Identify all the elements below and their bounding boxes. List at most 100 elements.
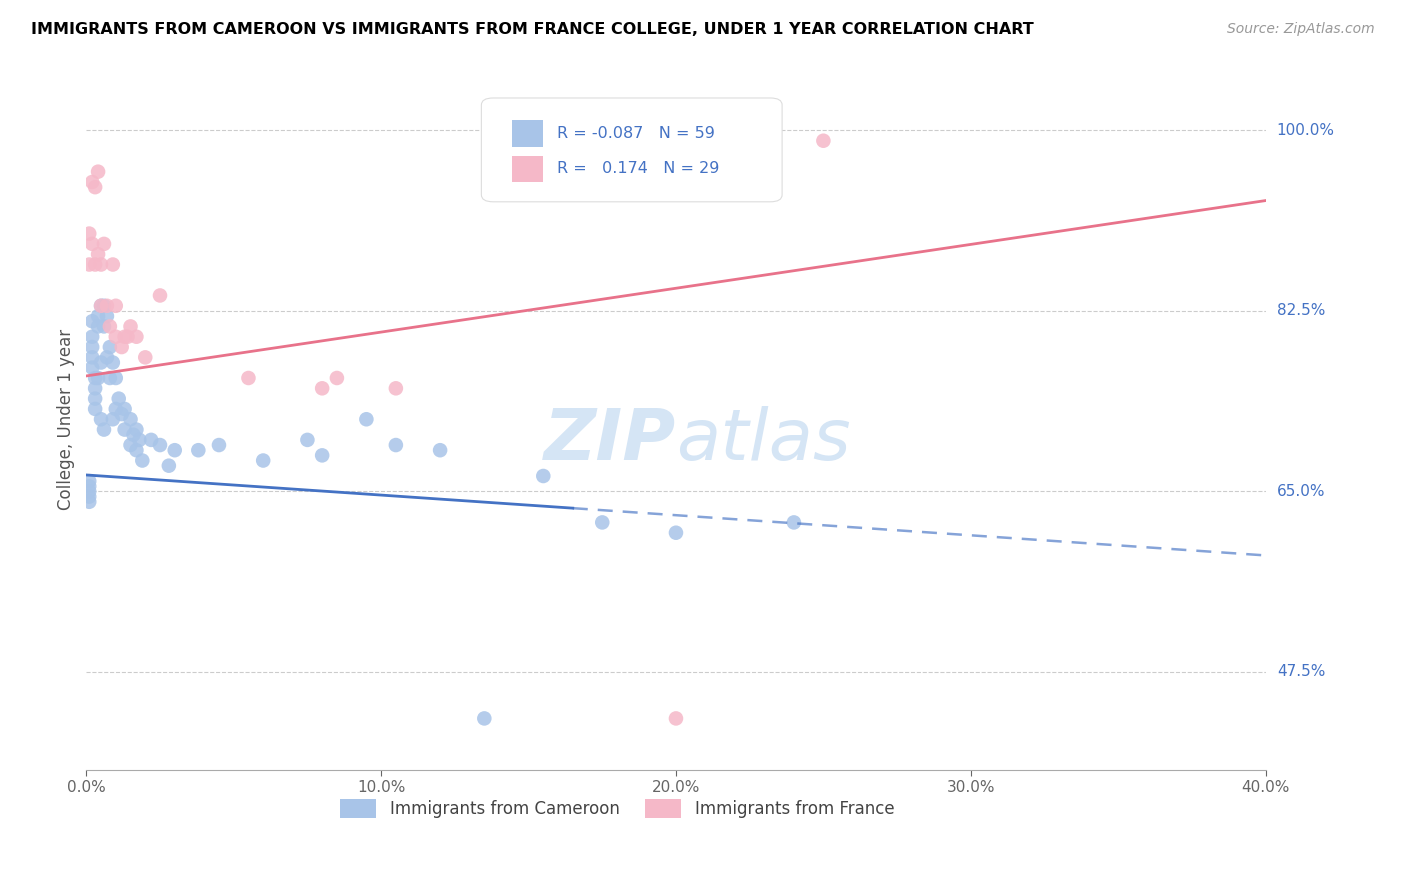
Text: atlas: atlas [676, 406, 851, 475]
Bar [512, 120, 543, 147]
Point [101, 412, 124, 426]
Point [90, 299, 112, 313]
Point [125, 423, 148, 437]
Point [96, 351, 118, 365]
Point [77, 258, 100, 272]
Point [114, 330, 136, 344]
Point [114, 401, 136, 416]
Point [120, 319, 142, 334]
Point [96, 299, 118, 313]
Point [104, 371, 127, 385]
Point [120, 438, 142, 452]
Point [311, 381, 333, 395]
FancyBboxPatch shape [481, 98, 782, 202]
Point [87, 319, 110, 334]
Point [98, 340, 121, 354]
Point [114, 423, 136, 437]
Point [90, 412, 112, 426]
Point [125, 443, 148, 458]
Bar [512, 155, 543, 182]
Point [385, 381, 408, 395]
Point [297, 433, 319, 447]
Point [96, 309, 118, 323]
Point [84, 371, 107, 385]
Point [120, 412, 142, 426]
Text: R = -0.087   N = 59: R = -0.087 N = 59 [557, 127, 714, 141]
Point [665, 525, 688, 540]
Text: ZIP: ZIP [544, 406, 676, 475]
Point [665, 711, 688, 725]
Point [783, 516, 806, 530]
Point [134, 351, 156, 365]
Point [93, 319, 115, 334]
Point [77, 474, 100, 488]
Point [311, 448, 333, 462]
Text: 100.0%: 100.0% [1277, 123, 1334, 138]
Point [104, 299, 127, 313]
Point [117, 330, 139, 344]
Point [111, 407, 134, 421]
Text: IMMIGRANTS FROM CAMEROON VS IMMIGRANTS FROM FRANCE COLLEGE, UNDER 1 YEAR CORRELA: IMMIGRANTS FROM CAMEROON VS IMMIGRANTS F… [31, 22, 1033, 37]
Point [98, 319, 121, 334]
Point [90, 355, 112, 369]
Point [90, 299, 112, 313]
Point [238, 371, 260, 385]
Point [104, 401, 127, 416]
Point [149, 438, 172, 452]
Point [141, 433, 163, 447]
Text: R =   0.174   N = 29: R = 0.174 N = 29 [557, 161, 720, 177]
Point [84, 180, 107, 194]
Point [111, 340, 134, 354]
Point [93, 236, 115, 251]
Point [429, 443, 451, 458]
Point [472, 711, 495, 725]
Point [356, 412, 378, 426]
Point [107, 392, 129, 406]
Point [84, 381, 107, 395]
Point [87, 371, 110, 385]
Legend: Immigrants from Cameroon, Immigrants from France: Immigrants from Cameroon, Immigrants fro… [333, 792, 901, 825]
Point [128, 433, 150, 447]
Point [98, 371, 121, 385]
Point [82, 340, 104, 354]
Point [208, 438, 231, 452]
Point [90, 258, 112, 272]
Point [149, 288, 172, 302]
Point [591, 516, 613, 530]
Text: 65.0%: 65.0% [1277, 484, 1326, 499]
Point [93, 299, 115, 313]
Point [813, 134, 835, 148]
Point [101, 258, 124, 272]
Point [82, 314, 104, 328]
Point [82, 351, 104, 365]
Point [82, 360, 104, 375]
Text: 47.5%: 47.5% [1277, 665, 1324, 680]
Text: Source: ZipAtlas.com: Source: ZipAtlas.com [1227, 22, 1375, 37]
Point [84, 392, 107, 406]
Point [77, 484, 100, 499]
Point [125, 330, 148, 344]
Point [157, 458, 180, 473]
Point [385, 438, 408, 452]
Point [82, 236, 104, 251]
Point [326, 371, 349, 385]
Text: 82.5%: 82.5% [1277, 303, 1324, 318]
Point [77, 495, 100, 509]
Point [82, 330, 104, 344]
Point [93, 423, 115, 437]
Point [187, 443, 209, 458]
Point [101, 355, 124, 369]
Point [531, 469, 554, 483]
Point [77, 479, 100, 493]
Point [84, 258, 107, 272]
Point [87, 247, 110, 261]
Point [122, 427, 145, 442]
Point [104, 330, 127, 344]
Point [87, 309, 110, 323]
Point [131, 453, 153, 467]
Point [77, 490, 100, 504]
Y-axis label: College, Under 1 year: College, Under 1 year [58, 328, 75, 510]
Point [84, 401, 107, 416]
Point [163, 443, 186, 458]
Point [77, 227, 100, 241]
